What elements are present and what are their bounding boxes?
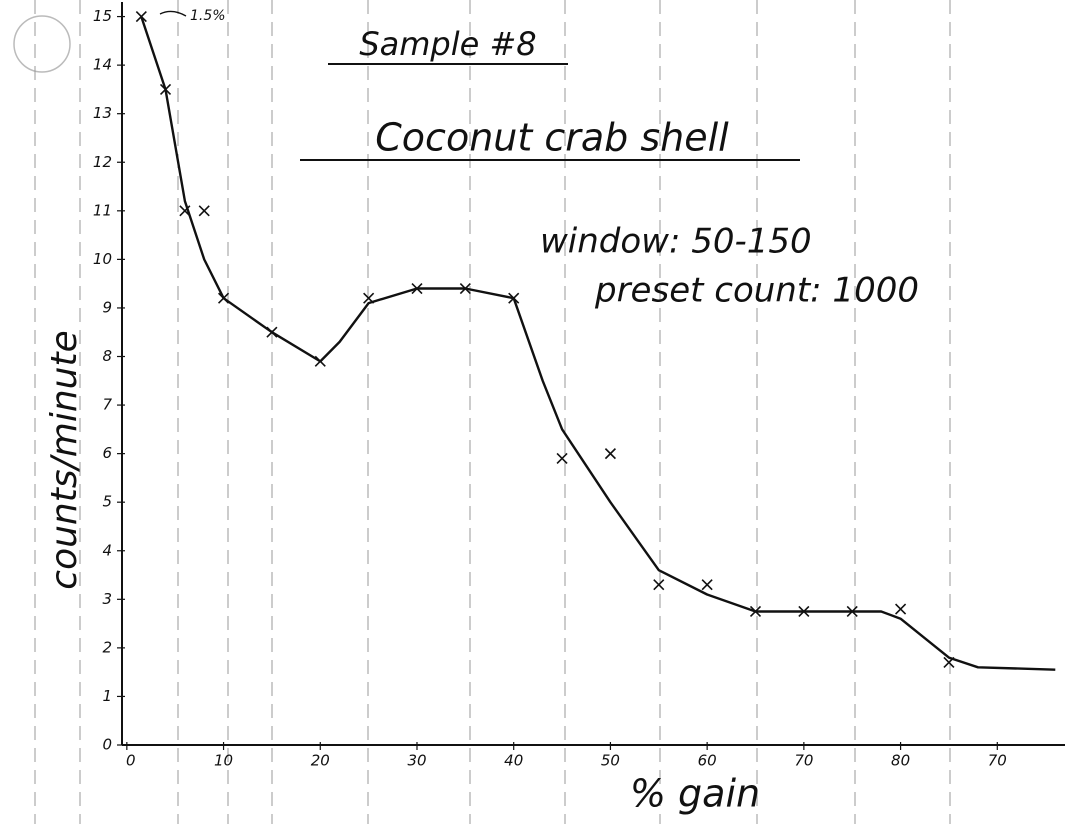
- y-tick-label: 2: [102, 638, 112, 656]
- x-tick-label: 10: [214, 752, 233, 770]
- data-point: [605, 449, 615, 459]
- annotation-pointer: [160, 11, 186, 16]
- x-tick-label: 0: [126, 752, 136, 770]
- data-point: [199, 206, 209, 216]
- x-tick-label: 20: [311, 752, 330, 770]
- x-tick-label: 70: [988, 752, 1007, 770]
- chart-title: Sample #8: [359, 25, 536, 63]
- y-tick-label: 4: [102, 541, 112, 559]
- data-point: [557, 453, 567, 463]
- y-tick-label: 1: [102, 687, 112, 705]
- x-axis-label: % gain: [630, 772, 760, 816]
- y-tick-label: 3: [102, 590, 112, 608]
- punch-hole: [14, 16, 70, 72]
- data-point: [654, 580, 664, 590]
- data-point: [896, 604, 906, 614]
- y-tick-label: 10: [93, 250, 112, 268]
- x-tick-label: 80: [891, 752, 910, 770]
- x-tick-label: 60: [698, 752, 717, 770]
- chart-subtitle: Coconut crab shell: [375, 116, 729, 160]
- chart: Sample #8 Coconut crab shell window: 50-…: [0, 0, 1068, 824]
- annotation: preset count: 1000: [594, 271, 919, 311]
- annotation: window: 50-150: [540, 222, 812, 262]
- y-axis-label: counts/minute: [44, 330, 85, 589]
- y-tick-label: 0: [102, 736, 112, 754]
- data-point: [702, 580, 712, 590]
- y-tick-label: 13: [93, 104, 112, 122]
- x-tick-label: 30: [407, 752, 426, 770]
- x-tick-label: 50: [601, 752, 620, 770]
- y-tick-label: 11: [93, 201, 112, 219]
- annotation: 1.5%: [190, 8, 226, 24]
- y-tick-label: 6: [102, 444, 112, 462]
- x-tick-label: 70: [794, 752, 813, 770]
- y-tick-label: 14: [93, 56, 112, 74]
- y-tick-label: 9: [102, 298, 112, 316]
- y-tick-label: 5: [102, 493, 112, 511]
- y-tick-label: 7: [102, 396, 112, 414]
- y-tick-label: 12: [93, 153, 112, 171]
- y-tick-label: 15: [93, 7, 112, 25]
- y-tick-label: 8: [102, 347, 112, 365]
- x-tick-label: 40: [504, 752, 523, 770]
